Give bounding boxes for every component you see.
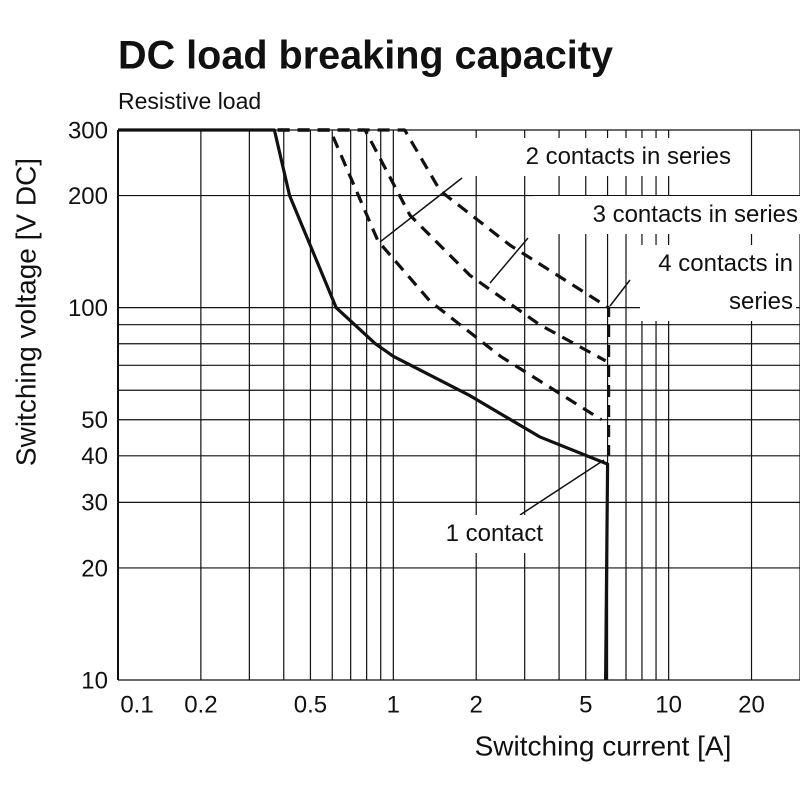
y-axis-label: Switching voltage [V DC]: [10, 158, 41, 466]
y-tick-label: 300: [68, 117, 108, 144]
series-label: 1 contact: [415, 515, 546, 553]
series-label: 4 contacts in series: [640, 245, 796, 321]
y-tick-label: 100: [68, 295, 108, 322]
leader-line: [519, 459, 605, 516]
y-tick-label: 40: [81, 443, 108, 470]
chart-title: DC load breaking capacity: [118, 34, 614, 78]
x-tick-label: 0.5: [294, 691, 327, 718]
x-tick-label: 2: [470, 691, 483, 718]
y-tick-label: 20: [81, 555, 108, 582]
x-tick-label: 0.2: [184, 691, 217, 718]
y-tick-label: 30: [81, 490, 108, 517]
x-tick-label: 1: [387, 691, 400, 718]
y-tick-label: 200: [68, 183, 108, 210]
series-line: [118, 128, 610, 681]
y-tick-label: 10: [81, 667, 108, 694]
x-tick-label: 0.1: [120, 691, 153, 718]
x-tick-label: 20: [738, 691, 765, 718]
chart-subtitle: Resistive load: [118, 88, 261, 114]
series-line: [277, 128, 611, 456]
leader-line: [489, 237, 529, 284]
x-axis-label: Switching current [A]: [475, 730, 732, 761]
x-tick-label: 10: [655, 691, 682, 718]
series-label: 2 contacts in series: [470, 138, 734, 176]
x-tick-label: 5: [579, 691, 592, 718]
series-label: 3 contacts in series: [533, 196, 800, 234]
leader-line: [609, 279, 631, 307]
leader-line: [379, 177, 463, 243]
y-tick-label: 50: [81, 407, 108, 434]
series-line: [277, 128, 607, 363]
